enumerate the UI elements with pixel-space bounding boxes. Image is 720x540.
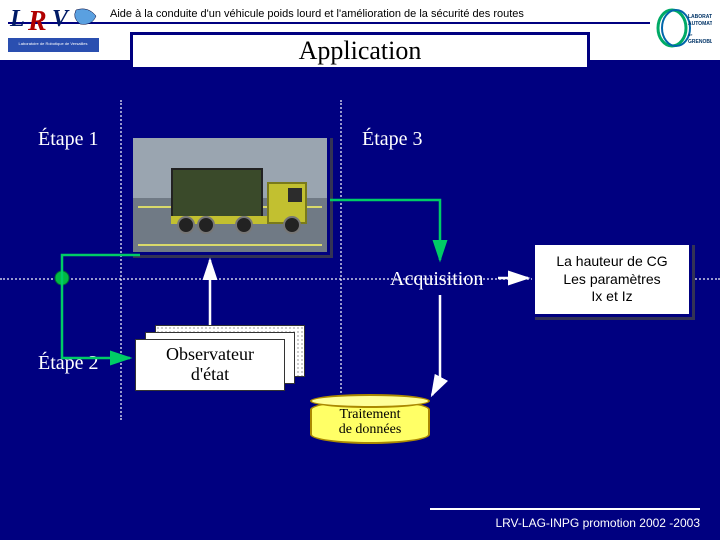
traitement-line1: Traitement [339,407,402,422]
output-box: La hauteur de CG Les paramètres Ix et Iz [532,242,692,317]
title-text: Application [299,36,422,66]
observer-line1: Observateur [166,345,254,365]
cg-line3: Ix et Iz [541,288,683,306]
truck-icon [171,158,316,230]
logo-left: L R V Laboratoire de Robotique de Versai… [6,4,101,54]
header-subtitle: Aide à la conduite d'un véhicule poids l… [110,8,524,20]
stage3-label: Étape 3 [362,128,423,151]
svg-text:LABORATOIRE: LABORATOIRE [688,14,712,20]
observer-line2: d'état [166,365,254,385]
svg-text:V: V [52,6,70,32]
cg-line1: La hauteur de CG [541,253,683,271]
svg-text:GRENOBLE: GRENOBLE [688,39,712,45]
footer-text: LRV-LAG-INPG promotion 2002 -2003 [495,516,700,530]
guideline-v1 [120,100,122,420]
svg-text:de: de [688,32,693,37]
cg-line2: Les paramètres [541,271,683,289]
svg-text:R: R [27,6,47,37]
traitement-node: Traitement de données [310,400,430,444]
traitement-line2: de données [339,422,402,437]
stage2-label: Étape 2 [38,352,99,375]
footer-line [430,508,700,510]
svg-text:AUTOMATIQUE: AUTOMATIQUE [688,21,712,27]
observer-stack: Observateur d'état [135,325,305,391]
acquisition-label: Acquisition [390,268,483,291]
truck-panel [130,135,330,255]
header-underline [8,22,650,24]
title-box: Application [130,32,590,70]
stage1-label: Étape 1 [38,128,99,151]
svg-text:Laboratoire de Robotique de Ve: Laboratoire de Robotique de Versailles [19,41,88,46]
logo-right: LABORATOIRE AUTOMATIQUE de GRENOBLE [654,6,712,54]
guideline-v2 [340,100,342,420]
svg-text:L: L [9,6,25,32]
